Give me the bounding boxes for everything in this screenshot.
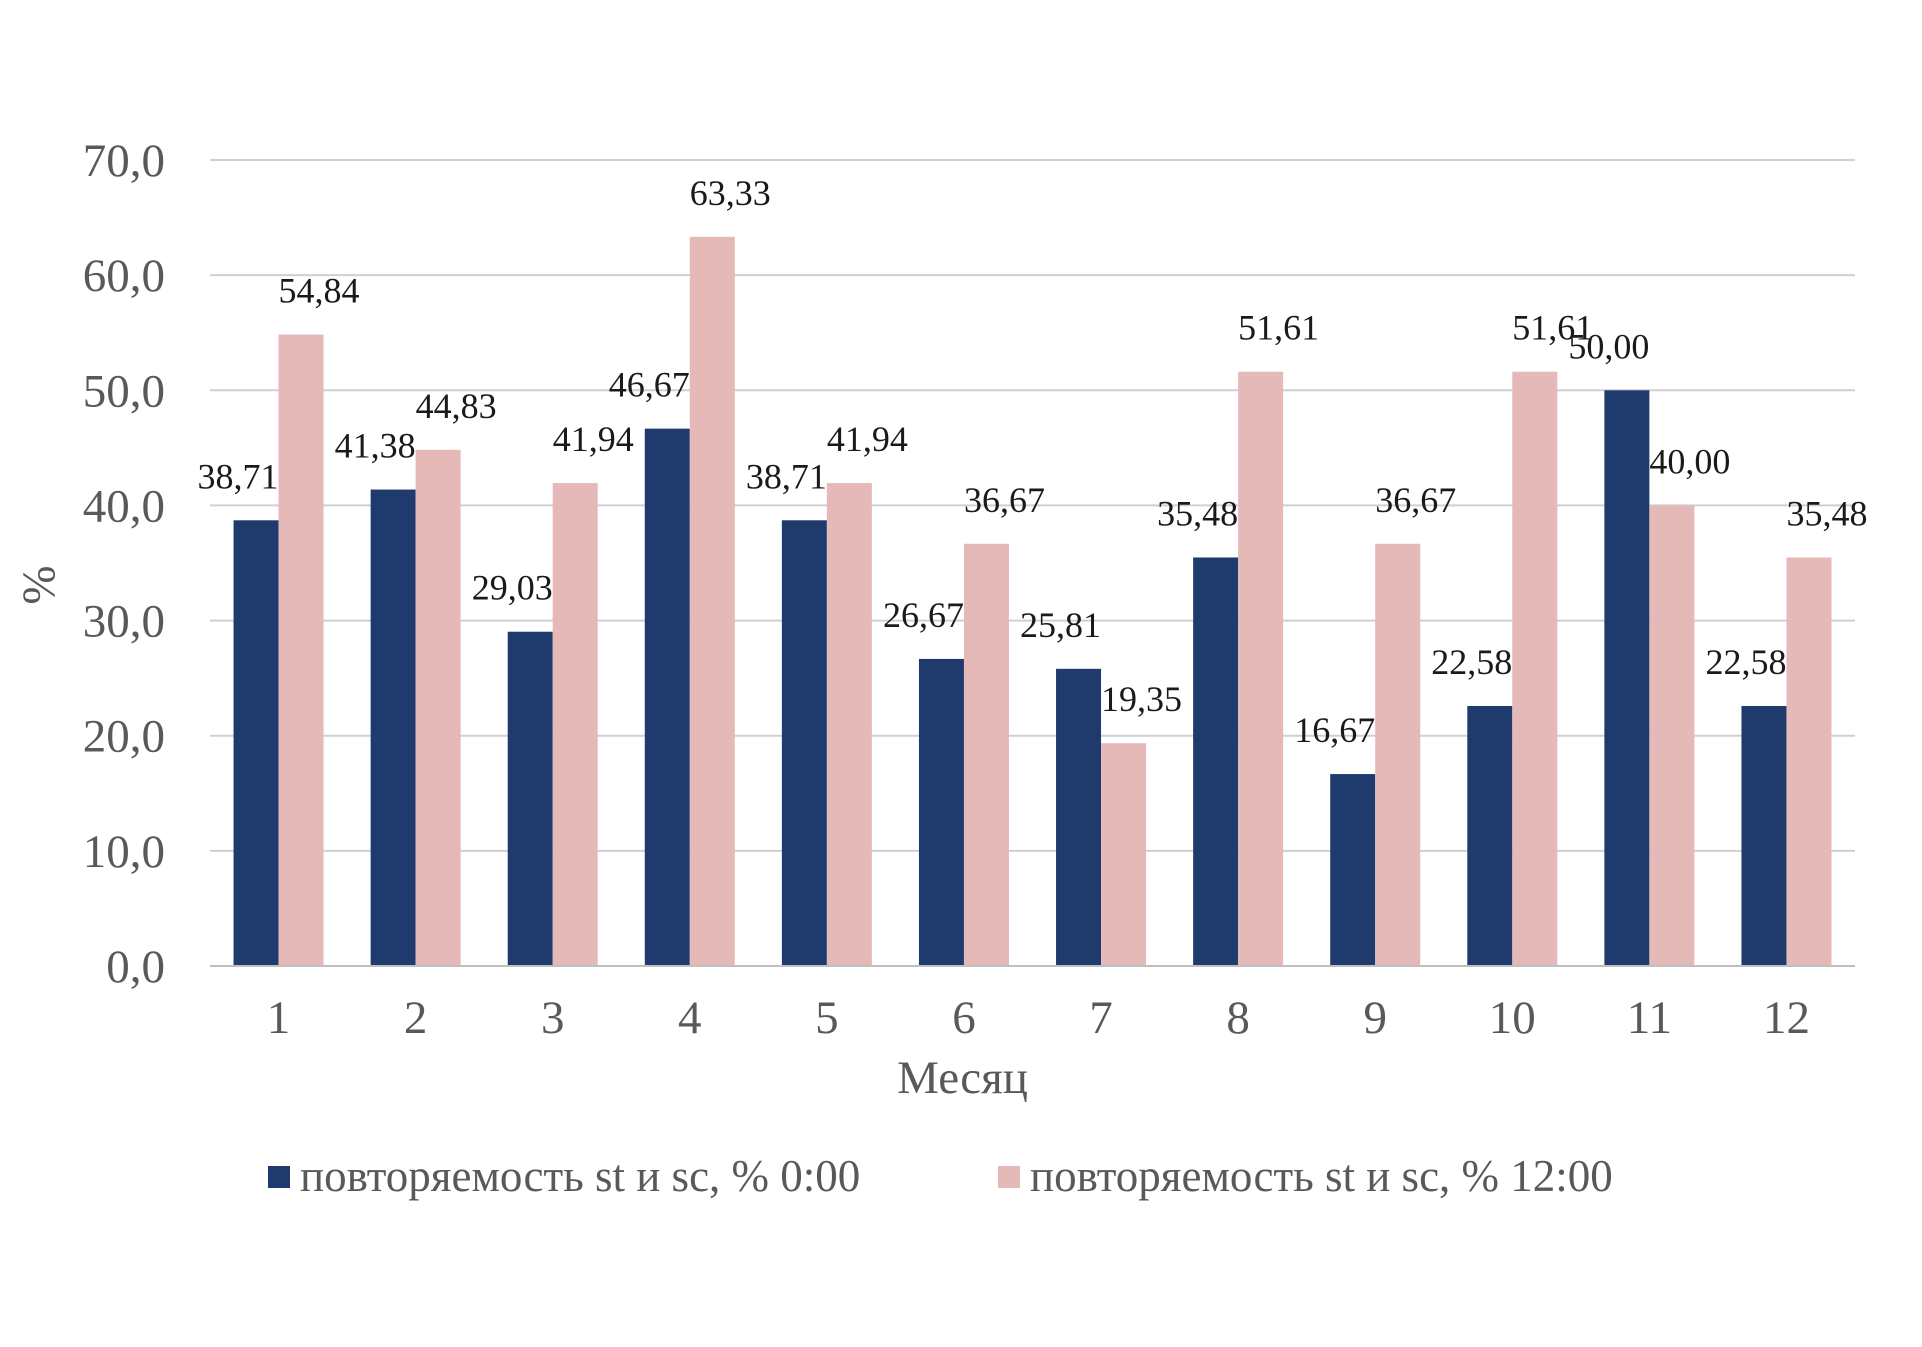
x-tick-label: 11 bbox=[1627, 992, 1672, 1044]
y-tick-label: 50,0 bbox=[83, 365, 165, 417]
y-tick-label: 30,0 bbox=[83, 596, 165, 648]
bar-series-2-month-8 bbox=[1238, 371, 1284, 967]
data-label-series-2-month-11: 40,00 bbox=[1649, 441, 1730, 481]
y-tick-label: 60,0 bbox=[83, 250, 165, 302]
x-tick-label: 4 bbox=[678, 992, 702, 1044]
bar-series-2-month-12 bbox=[1786, 557, 1832, 966]
legend-label-series-2: повторяемость st и sc, % 12:00 bbox=[1030, 1151, 1613, 1201]
x-tick-label: 3 bbox=[541, 992, 565, 1044]
bar-series-2-month-10 bbox=[1512, 371, 1558, 967]
data-label-series-1-month-3: 29,03 bbox=[472, 568, 553, 608]
data-label-series-2-month-7: 19,35 bbox=[1101, 679, 1182, 719]
data-label-series-1-month-9: 16,67 bbox=[1294, 710, 1375, 750]
data-label-series-1-month-8: 35,48 bbox=[1157, 493, 1238, 533]
bar-series-1-month-7 bbox=[1056, 668, 1102, 966]
bar-series-2-month-6 bbox=[963, 543, 1009, 966]
x-tick-label: 8 bbox=[1226, 992, 1250, 1044]
data-label-series-1-month-5: 38,71 bbox=[746, 456, 827, 496]
y-tick-label: 40,0 bbox=[83, 480, 165, 532]
data-label-series-2-month-8: 51,61 bbox=[1238, 308, 1319, 348]
data-label-series-2-month-6: 36,67 bbox=[964, 480, 1045, 520]
data-label-series-1-month-4: 46,67 bbox=[609, 365, 690, 405]
bar-series-2-month-3 bbox=[552, 483, 598, 966]
bar-series-2-month-4 bbox=[689, 236, 735, 966]
bar-series-1-month-1 bbox=[233, 520, 279, 966]
bar-series-1-month-6 bbox=[918, 658, 964, 966]
legend-swatch-series-1 bbox=[268, 1166, 290, 1188]
y-tick-label: 10,0 bbox=[83, 826, 165, 878]
bar-series-1-month-10 bbox=[1467, 706, 1513, 966]
bar-series-2-month-2 bbox=[415, 449, 461, 966]
x-axis-ticks: 1 2 3 4 5 6 7 8 9 10 11 12 bbox=[267, 992, 1810, 1044]
x-tick-label: 10 bbox=[1489, 992, 1536, 1044]
legend-label-series-1: повторяемость st и sc, % 0:00 bbox=[300, 1151, 860, 1201]
bar-series-1-month-5 bbox=[781, 520, 827, 966]
y-tick-label: 70,0 bbox=[83, 135, 165, 187]
data-label-series-2-month-4: 63,33 bbox=[690, 173, 771, 213]
bar-series-2-month-9 bbox=[1375, 543, 1421, 966]
legend-swatch-series-2 bbox=[998, 1166, 1020, 1188]
bar-series-1-month-12 bbox=[1741, 706, 1787, 966]
bar-series-2-month-5 bbox=[826, 483, 872, 966]
x-tick-label: 12 bbox=[1763, 992, 1810, 1044]
bar-series-1-month-2 bbox=[370, 489, 416, 966]
data-label-series-2-month-12: 35,48 bbox=[1786, 493, 1867, 533]
x-tick-label: 5 bbox=[815, 992, 839, 1044]
gridlines bbox=[210, 159, 1855, 852]
bar-series-1-month-4 bbox=[644, 428, 690, 966]
y-axis-title: % bbox=[13, 565, 65, 604]
x-tick-label: 1 bbox=[267, 992, 291, 1044]
data-label-series-1-month-2: 41,38 bbox=[335, 426, 416, 466]
data-label-series-1-month-7: 25,81 bbox=[1020, 605, 1101, 645]
bar-series-2-month-7 bbox=[1101, 743, 1147, 966]
data-label-series-1-month-1: 38,71 bbox=[198, 456, 279, 496]
bars bbox=[233, 236, 1832, 967]
bar-series-2-month-1 bbox=[278, 334, 324, 966]
data-label-series-2-month-9: 36,67 bbox=[1375, 480, 1456, 520]
data-label-series-2-month-5: 41,94 bbox=[827, 419, 908, 459]
data-label-series-1-month-6: 26,67 bbox=[883, 595, 964, 635]
y-tick-label: 20,0 bbox=[83, 711, 165, 763]
legend: повторяемость st и sc, % 0:00 повторяемос… bbox=[268, 1151, 1613, 1201]
data-label-series-2-month-2: 44,83 bbox=[416, 386, 497, 426]
data-label-series-1-month-10: 22,58 bbox=[1431, 642, 1512, 682]
bar-series-1-month-9 bbox=[1330, 774, 1376, 966]
y-tick-label: 0,0 bbox=[106, 941, 165, 993]
x-tick-label: 6 bbox=[952, 992, 976, 1044]
bar-series-1-month-11 bbox=[1604, 390, 1650, 966]
data-label-series-2-month-3: 41,94 bbox=[553, 419, 634, 459]
bar-series-2-month-11 bbox=[1649, 505, 1695, 966]
x-axis-title: Месяц bbox=[897, 1052, 1028, 1104]
bar-series-1-month-8 bbox=[1193, 557, 1239, 966]
x-tick-label: 2 bbox=[404, 992, 428, 1044]
data-label-series-2-month-10: 51,61 bbox=[1512, 308, 1593, 348]
data-label-series-2-month-1: 54,84 bbox=[279, 271, 360, 311]
y-axis-ticks: 0,0 10,0 20,0 30,0 40,0 50,0 60,0 70,0 bbox=[83, 135, 165, 993]
bar-series-1-month-3 bbox=[507, 631, 553, 966]
x-tick-label: 7 bbox=[1089, 992, 1113, 1044]
data-label-series-1-month-12: 22,58 bbox=[1705, 642, 1786, 682]
data-label-series-1-month-11: 50,00 bbox=[1568, 326, 1649, 366]
x-tick-label: 9 bbox=[1363, 992, 1387, 1044]
